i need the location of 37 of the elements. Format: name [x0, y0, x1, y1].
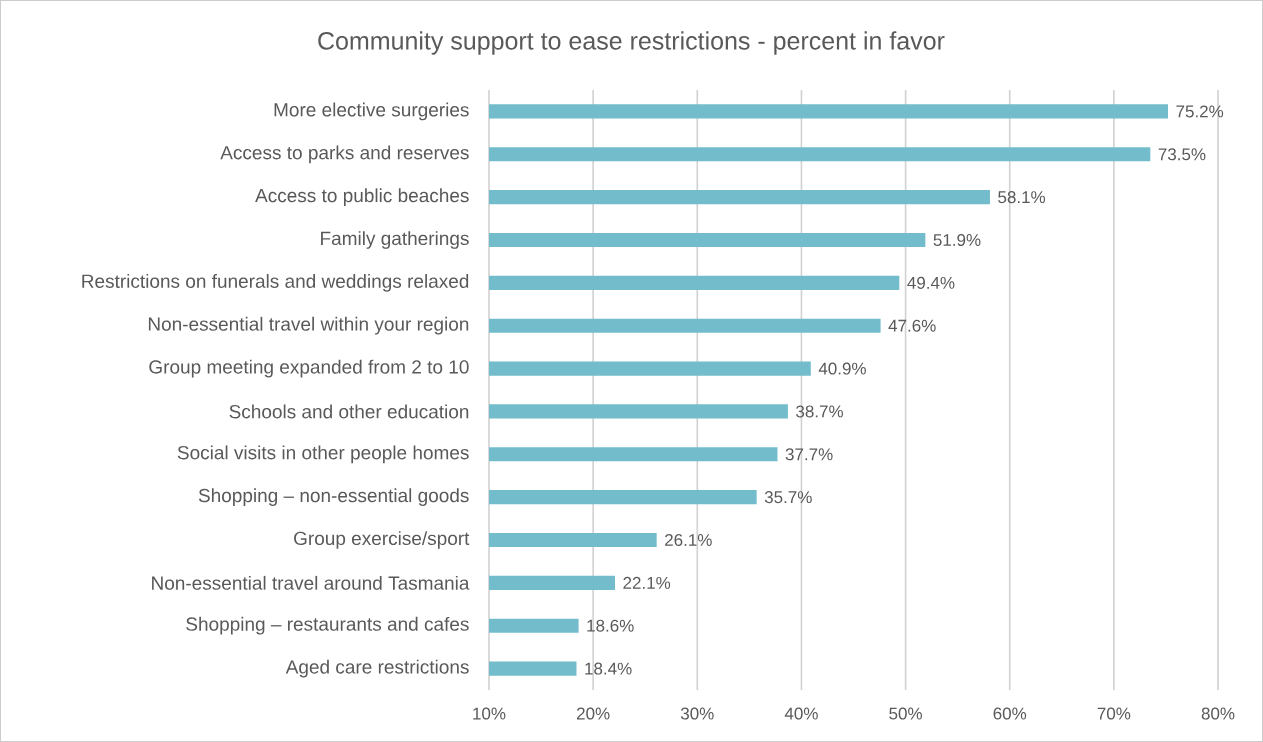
x-tick-label: 10% [473, 707, 506, 720]
y-tick-label: Group exercise/sport [294, 531, 470, 549]
data-label: 22.1% [623, 576, 671, 589]
y-tick-label: Schools and other education [229, 404, 469, 419]
y-tick-label: Aged care restrictions [285, 659, 469, 678]
data-label: 49.4% [907, 276, 955, 289]
x-tick-label: 50% [889, 707, 922, 720]
x-tick-label: 20% [577, 707, 610, 720]
y-tick-label: Group meeting expanded from 2 to 10 [149, 359, 469, 378]
data-label: 40.9% [818, 362, 866, 375]
x-tick-label: 80% [1201, 707, 1235, 720]
y-tick-label: Shopping – non-essential goods [198, 488, 469, 506]
data-label: 51.9% [933, 233, 981, 247]
x-tick-label: 70% [1097, 707, 1131, 720]
y-tick-label: Restrictions on funerals and weddings relaxed [82, 274, 469, 292]
y-tick-label: Non-essential travel around Tasmania [152, 575, 470, 590]
data-label: 47.6% [888, 319, 936, 332]
x-tick-label: 60% [993, 707, 1027, 720]
y-tick-label: Access to public beaches [255, 188, 469, 206]
x-tick-label: 30% [680, 707, 714, 720]
data-label: 38.7% [796, 405, 844, 418]
chart-title: Community support to ease restrictions - percent in favor [318, 31, 945, 55]
data-label: 18.4% [585, 662, 632, 675]
data-label: 75.2% [1176, 105, 1224, 118]
y-tick-label: Family gatherings [321, 231, 469, 249]
x-tick-label: 40% [784, 707, 818, 720]
data-label: 37.7% [785, 448, 833, 461]
y-tick-label: Access to parks and reserves [220, 145, 469, 164]
data-label: 73.5% [1158, 148, 1206, 161]
y-tick-label: More elective surgeries [274, 102, 469, 121]
y-tick-label: Shopping – restaurants and cafes [186, 616, 469, 635]
y-tick-label: Social visits in other people homes [177, 445, 469, 464]
data-label: 35.7% [764, 491, 812, 504]
y-tick-label: Non-essential travel within your region [148, 316, 469, 335]
data-label: 18.6% [587, 619, 634, 632]
data-label: 58.1% [998, 191, 1046, 204]
data-label: 26.1% [665, 533, 712, 547]
